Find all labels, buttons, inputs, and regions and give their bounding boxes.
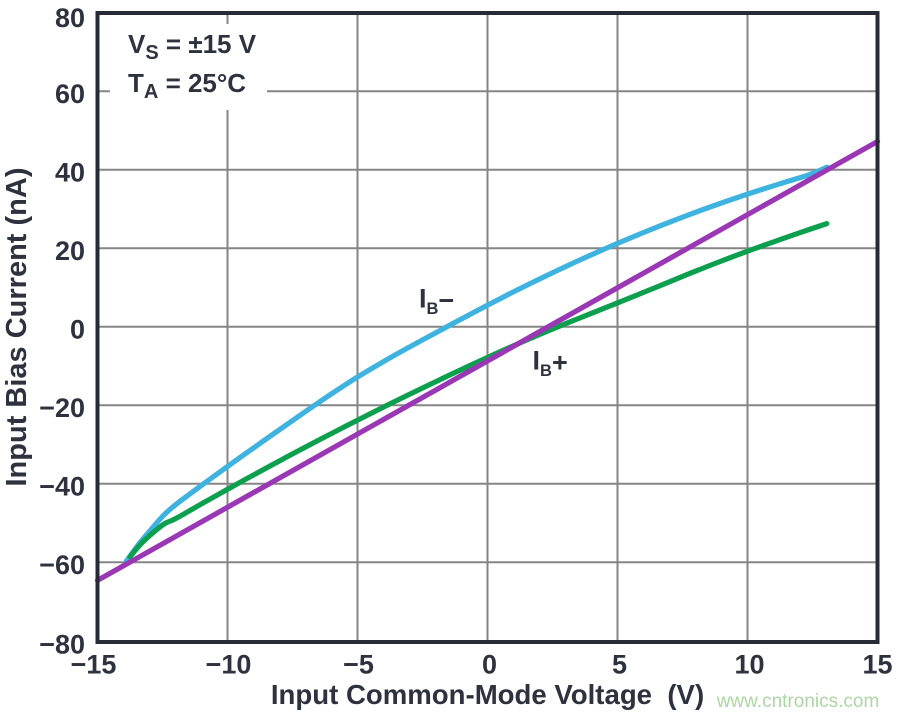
svg-text:www.cntronics.com: www.cntronics.com [716, 691, 880, 712]
svg-text:−5: −5 [343, 650, 374, 680]
svg-text:15: 15 [862, 650, 892, 680]
svg-text:−20: −20 [39, 393, 85, 423]
svg-text:−40: −40 [39, 471, 85, 501]
svg-text:20: 20 [55, 236, 85, 266]
svg-text:40: 40 [55, 157, 85, 187]
svg-text:−60: −60 [39, 550, 85, 580]
svg-text:0: 0 [70, 314, 85, 344]
svg-text:80: 80 [55, 3, 85, 33]
svg-text:5: 5 [612, 650, 627, 680]
svg-text:Input Common-Mode Voltage (V): Input Common-Mode Voltage (V) [271, 679, 704, 710]
svg-text:−10: −10 [206, 650, 252, 680]
svg-text:−80: −80 [39, 630, 85, 660]
svg-text:0: 0 [482, 650, 497, 680]
svg-text:VS = ±15 V: VS = ±15 V [128, 29, 257, 64]
svg-text:−15: −15 [71, 650, 117, 680]
svg-text:10: 10 [734, 650, 764, 680]
svg-text:60: 60 [55, 79, 85, 109]
svg-text:Input Bias Current (nA): Input Bias Current (nA) [1, 168, 33, 487]
